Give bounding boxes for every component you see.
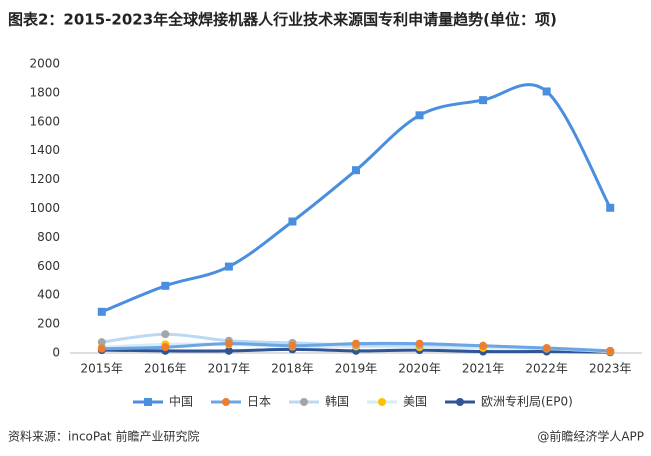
point	[161, 343, 170, 352]
point	[288, 217, 297, 226]
point	[542, 87, 551, 96]
x-tick-label: 2022年	[525, 362, 568, 376]
legend-label: 欧洲专利局(EP0)	[481, 394, 573, 409]
y-tick-label: 200	[37, 317, 60, 331]
y-tick-label: 1600	[29, 114, 60, 128]
point	[415, 111, 424, 120]
chart-title: 图表2：2015-2023年全球焊接机器人行业技术来源国专利申请量趋势(单位：项…	[8, 11, 557, 29]
y-tick-label: 1800	[29, 85, 60, 99]
x-tick-label: 2019年	[335, 362, 378, 376]
y-tick-label: 600	[37, 259, 60, 273]
x-tick-label: 2018年	[271, 362, 314, 376]
legend-marker	[222, 398, 230, 406]
y-tick-label: 2000	[29, 57, 60, 71]
point	[606, 346, 615, 355]
x-tick-label: 2020年	[398, 362, 441, 376]
y-tick-label: 1000	[29, 201, 60, 215]
legend-marker	[300, 398, 308, 406]
point	[542, 343, 551, 352]
point	[97, 344, 106, 353]
point	[288, 341, 297, 350]
y-tick-label: 1200	[29, 172, 60, 186]
source: 资料来源：incoPat 前瞻产业研究院	[8, 429, 199, 444]
x-tick-label: 2016年	[144, 362, 187, 376]
x-tick-label: 2015年	[81, 362, 124, 376]
x-tick-label: 2017年	[208, 362, 251, 376]
point	[415, 339, 424, 348]
point	[224, 262, 233, 271]
point	[606, 203, 615, 212]
point	[224, 339, 233, 348]
legend-label: 日本	[247, 395, 271, 409]
point	[479, 341, 488, 350]
point	[224, 346, 233, 355]
point	[97, 338, 106, 347]
x-tick-label: 2021年	[462, 362, 505, 376]
y-tick-label: 1400	[29, 143, 60, 157]
legend-marker	[144, 398, 152, 406]
series-line	[101, 83, 612, 314]
point	[97, 307, 106, 316]
point	[479, 96, 488, 105]
credit: @前瞻经济学人APP	[537, 429, 644, 444]
legend-marker	[456, 398, 464, 406]
point	[352, 339, 360, 348]
x-tick-label: 2023年	[589, 362, 632, 376]
point	[161, 330, 170, 339]
legend-label: 美国	[403, 395, 427, 409]
legend-label: 中国	[169, 394, 193, 409]
legend-marker	[378, 398, 386, 406]
y-tick-label: 400	[37, 288, 60, 302]
point	[352, 166, 360, 175]
y-tick-label: 800	[37, 230, 60, 244]
legend-label: 韩国	[325, 394, 349, 409]
y-tick-label: 0	[52, 346, 60, 360]
point	[161, 281, 170, 290]
